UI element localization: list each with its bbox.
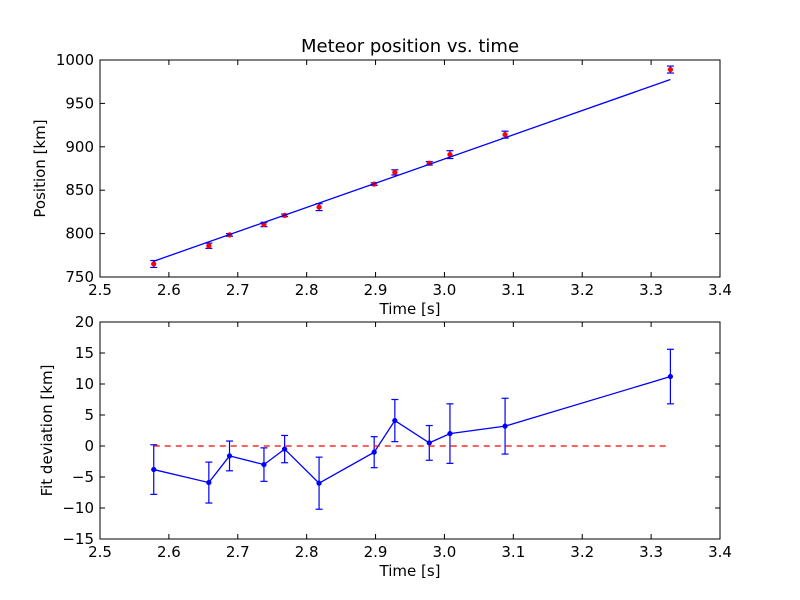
deviation-chart-y-tick-label: −15 [62,530,94,548]
deviation-chart-x-tick-label: 2.9 [364,543,388,561]
deviation-chart-data-point [206,479,212,486]
position-chart-data-point [667,66,674,73]
deviation-chart-data-point [151,466,157,473]
position-chart-x-tick-label: 2.8 [295,281,319,299]
deviation-chart-x-tick-label: 3.0 [433,543,457,561]
deviation-chart-x-tick-label: 2.8 [295,543,319,561]
deviation-chart-data-point [371,449,377,455]
deviation-chart-data-point [426,440,432,446]
position-chart-marks [150,65,674,269]
deviation-chart-data-point [392,417,398,424]
position-chart-y-tick-label: 850 [65,181,94,199]
deviation-chart-data-point [261,461,267,468]
deviation-chart-x-tick-label: 3.3 [639,543,663,561]
position-chart-x-tick-label: 2.7 [226,281,250,299]
deviation-chart-y-tick-label: 15 [75,344,94,362]
deviation-chart-data-point [502,423,508,429]
deviation-chart-y-tick-label: 0 [84,437,94,455]
position-chart-x-tick-label: 2.6 [157,281,181,299]
position-chart-y-tick-label: 950 [65,94,94,112]
deviation-chart-x-tick-label: 2.6 [157,543,181,561]
position-chart-data-point [151,261,157,267]
deviation-chart-y-tick-label: 20 [75,313,94,331]
position-chart: Meteor position vs. time 2.5 2.6 2.7 2.8 2.9… [31,36,732,318]
position-chart-y-tick-label: 900 [65,138,94,156]
deviation-chart-marks [150,348,674,510]
position-chart-data-point [206,243,212,249]
position-chart-y-tick-label: 750 [65,268,94,286]
position-chart-y-tick-label: 1000 [56,51,94,69]
deviation-chart-x-tick-label: 3.4 [708,543,732,561]
position-chart-x-axis-label: Time [s] [379,300,441,318]
position-chart-x-tick-label: 3.2 [570,281,594,299]
position-chart-x-tick-label: 3.4 [708,281,732,299]
deviation-chart-x-axis-label: Time [s] [379,562,441,580]
deviation-chart-x-tick-label: 3.1 [501,543,525,561]
deviation-chart-y-axis-label: Fit deviation [km] [38,365,56,497]
deviation-chart-y-tick-label: 10 [75,375,94,393]
position-chart-data-point [502,131,508,138]
position-chart-frame [99,59,721,278]
deviation-chart-x-tick-label: 2.5 [88,543,112,561]
deviation-chart-y-tick-label: −5 [72,468,94,486]
position-chart-series-line [153,78,671,262]
position-chart-data-point [392,169,398,176]
position-chart-ticks: 2.5 2.6 2.7 2.8 2.9 3.0 3.1 3.2 3.3 3.4 750 800 850 9… [56,51,732,299]
position-chart-title: Meteor position vs. time [301,36,519,57]
position-chart-x-tick-label: 3.1 [501,281,525,299]
deviation-chart-data-point [316,480,322,486]
deviation-chart-y-tick-label: −10 [62,499,94,517]
deviation-chart-y-tick-label: 5 [84,406,94,424]
position-chart-x-tick-label: 3.0 [433,281,457,299]
position-chart-y-tick-label: 800 [65,225,94,243]
position-chart-data-point [316,204,322,210]
deviation-chart-x-tick-label: 2.7 [226,543,250,561]
deviation-chart-frame [99,321,721,540]
position-chart-y-axis-label: Position [km] [31,119,49,217]
deviation-chart-data-point [226,453,233,459]
deviation-chart-data-point [281,446,288,452]
deviation-chart-x-tick-label: 3.2 [570,543,594,561]
deviation-chart: 2.5 2.6 2.7 2.8 2.9 3.0 3.1 3.2 3.3 3.4 −15 −10 −5 0 5… [38,313,732,580]
deviation-chart-series-line [153,375,671,485]
deviation-chart-data-point [447,430,453,437]
deviation-chart-data-point [667,373,674,380]
position-chart-x-tick-label: 2.5 [88,281,112,299]
position-chart-x-tick-label: 2.9 [364,281,388,299]
deviation-chart-ticks: 2.5 2.6 2.7 2.8 2.9 3.0 3.1 3.2 3.3 3.4 −15 −10 −5 0 5… [62,313,732,561]
position-chart-x-tick-label: 3.3 [639,281,663,299]
